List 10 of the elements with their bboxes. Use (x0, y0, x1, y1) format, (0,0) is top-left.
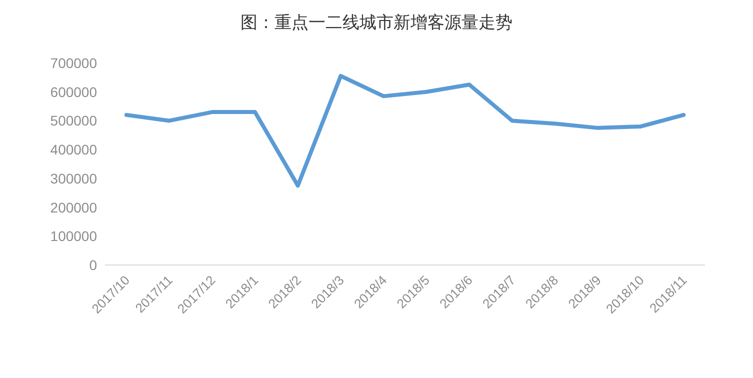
y-tick-label: 500000 (50, 112, 98, 129)
y-tick-label: 200000 (50, 199, 98, 216)
y-tick-label: 700000 (50, 55, 98, 71)
y-tick-label: 0 (89, 257, 98, 273)
line-series (124, 74, 686, 188)
y-tick-label: 300000 (50, 170, 98, 186)
y-tick-label: 600000 (50, 84, 98, 100)
chart-title: 图：重点一二线城市新增客源量走势 (240, 13, 512, 32)
y-tick-label: 400000 (50, 142, 98, 158)
y-tick-label: 100000 (50, 228, 98, 244)
